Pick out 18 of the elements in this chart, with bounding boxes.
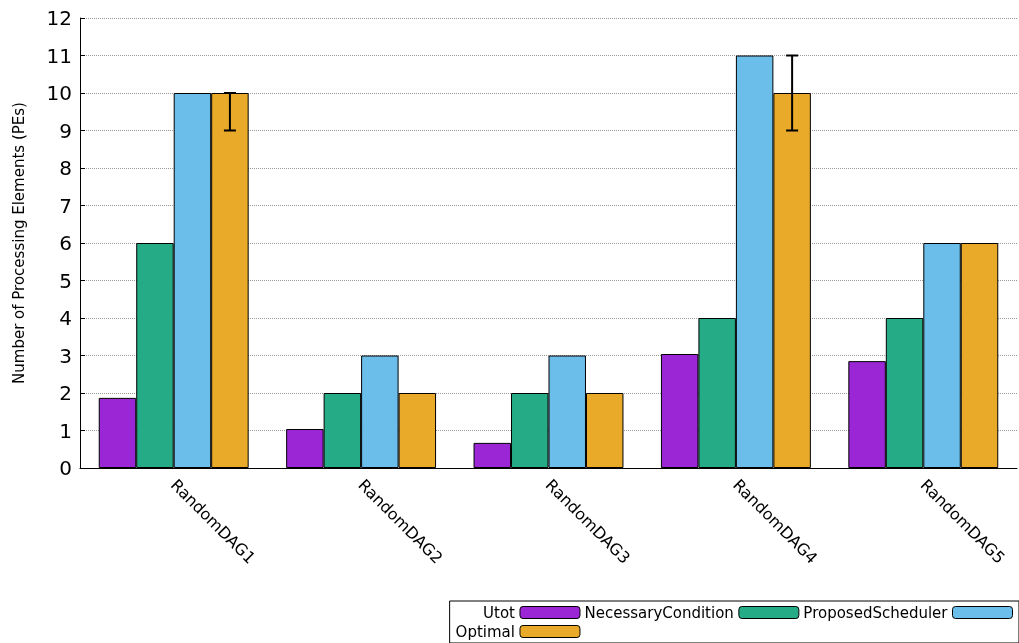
y-tick-label: 7 bbox=[59, 193, 72, 218]
y-tick-label: 6 bbox=[59, 231, 72, 255]
y-tick-label: 8 bbox=[59, 156, 72, 180]
legend-label: Utot bbox=[483, 603, 516, 622]
y-tick-label: 11 bbox=[46, 43, 72, 68]
y-tick-label: 3 bbox=[59, 343, 72, 368]
y-tick-label: 5 bbox=[59, 268, 72, 293]
y-tick-label: 4 bbox=[59, 306, 72, 330]
y-tick-label: 12 bbox=[46, 6, 72, 30]
legend-label: Optimal bbox=[455, 622, 515, 641]
y-axis-title: Number of Processing Elements (PEs) bbox=[9, 102, 28, 384]
y-tick-label: 0 bbox=[59, 456, 72, 480]
legend-label: NecessaryCondition bbox=[584, 603, 734, 622]
y-tick-label: 10 bbox=[46, 81, 72, 105]
y-tick-label: 1 bbox=[59, 418, 72, 443]
y-tick-label: 2 bbox=[59, 381, 72, 405]
legend-label: ProposedScheduler bbox=[803, 603, 949, 622]
y-tick-label: 9 bbox=[59, 118, 72, 143]
